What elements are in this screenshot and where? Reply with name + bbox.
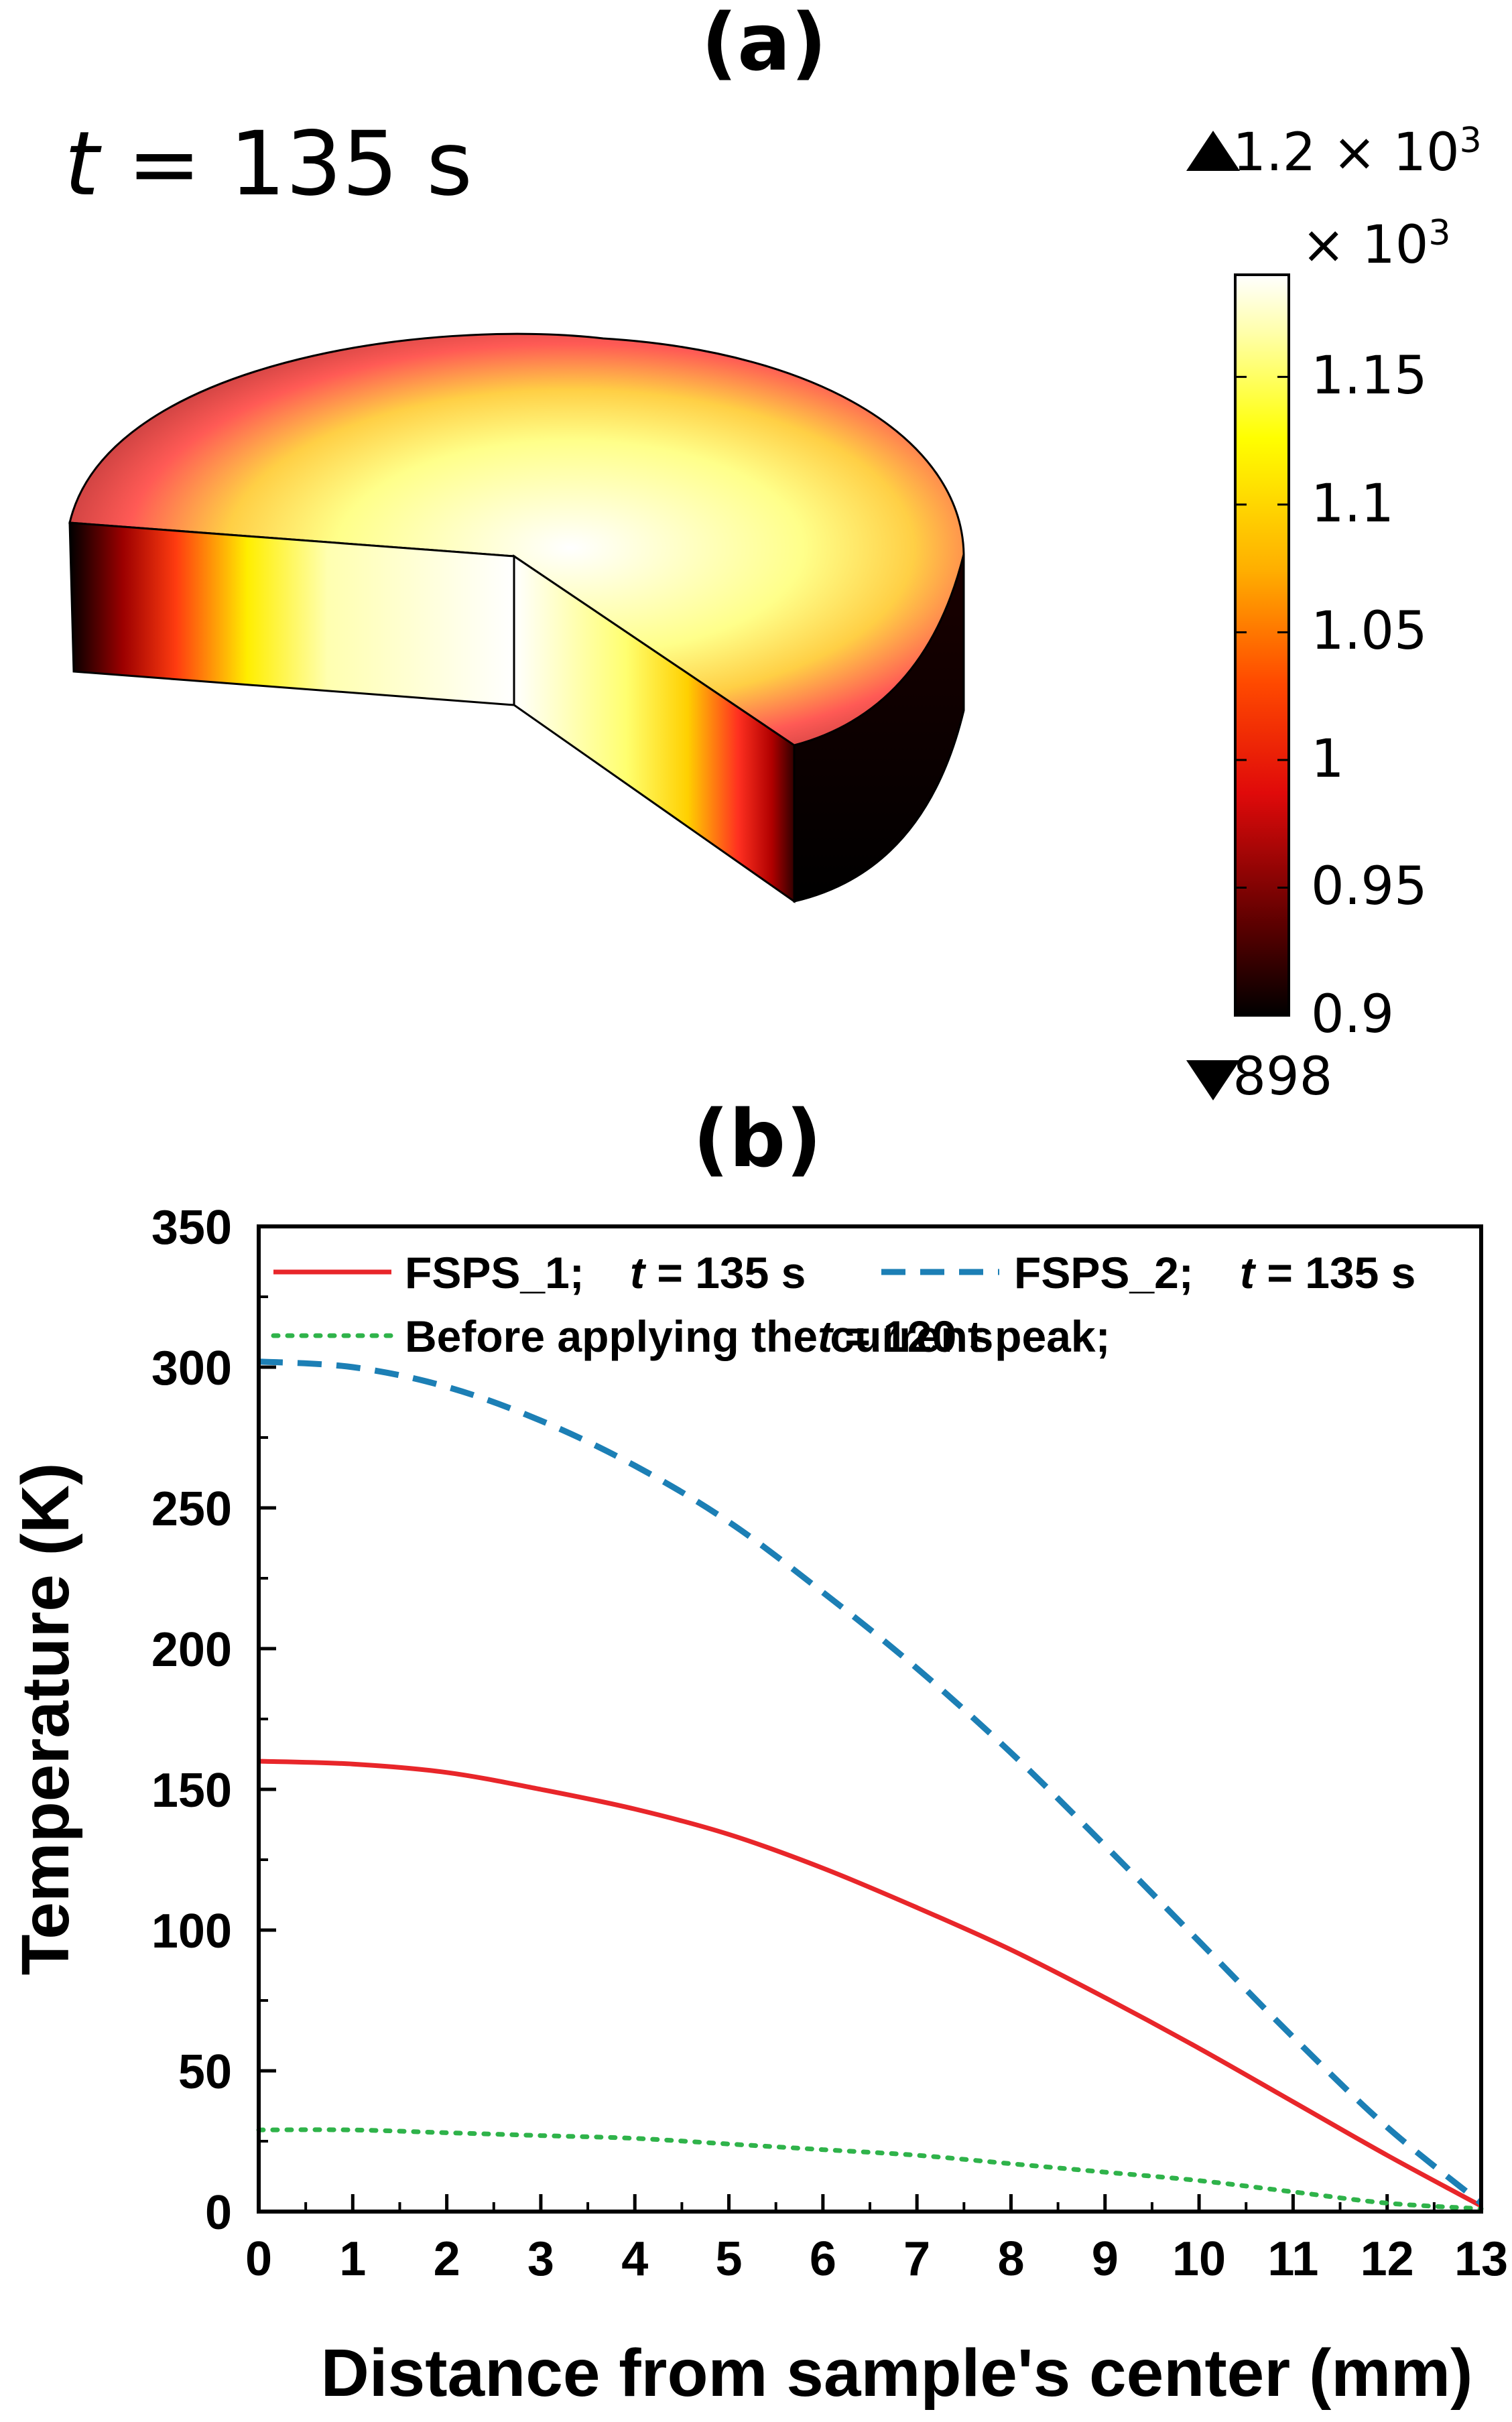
time-label-value: = 135 s: [99, 113, 472, 216]
colorbar-tick-label: 0.9: [1311, 984, 1395, 1045]
x-tick-label: 12: [1361, 2232, 1414, 2286]
x-tick-label: 0: [245, 2232, 272, 2286]
y-tick-label: 300: [151, 1342, 232, 1395]
y-tick-label: 250: [151, 1482, 232, 1536]
legend-entry-1: FSPS_1; t = 135 s: [405, 1248, 806, 1297]
chart-plot-frame: [257, 1224, 1483, 2214]
series-line-3: [256, 2127, 1484, 2212]
x-tick-label: 11: [1267, 2232, 1318, 2286]
chart-tick-labels: 0 1 2 3 4 5 6 7 8 9 10 11 12 13050100150200250300350D…: [8, 1201, 1508, 2411]
colorbar-multiplier-exponent: 3: [1428, 213, 1451, 253]
colorbar-multiplier-text: × 10: [1302, 215, 1429, 275]
disk-top-surface: [68, 332, 965, 747]
panel-b-title: (b): [692, 1092, 822, 1185]
y-tick-label: 0: [205, 2186, 232, 2240]
x-axis-label: Distance from sample's center (mm): [321, 2336, 1473, 2411]
legend-time-value: = 135 s: [1255, 1248, 1415, 1297]
y-axis-label: Temperature (K): [8, 1463, 83, 1976]
colorbar: [1186, 131, 1290, 1100]
chart-b: 0 1 2 3 4 5 6 7 8 9 10 11 12 13050100150200250300350D…: [8, 1201, 1508, 2411]
y-tick-label: 350: [151, 1201, 232, 1255]
colorbar-max-exponent: 3: [1459, 121, 1482, 161]
colorbar-tick-label: 1: [1311, 728, 1344, 789]
x-tick-label: 5: [716, 2232, 743, 2286]
legend-entry-2: FSPS_2; t = 135 s: [1014, 1248, 1415, 1297]
series-line-1: [258, 1759, 1483, 2208]
disk-cut-face-right: [513, 554, 796, 903]
colorbar-tick-label: 1.05: [1311, 601, 1428, 662]
legend-series-name: Before applying the current peak;: [405, 1312, 1111, 1361]
y-tick-label: 50: [178, 2045, 232, 2099]
panel-a-title: (a): [701, 0, 827, 88]
x-tick-label: 8: [997, 2232, 1024, 2286]
x-tick-label: 9: [1092, 2232, 1119, 2286]
x-tick-label: 7: [903, 2232, 930, 2286]
colorbar-gradient: [1234, 273, 1290, 1017]
chart-series-group: [256, 1358, 1484, 2212]
colorbar-max-value: 1.2 × 10: [1233, 123, 1460, 183]
x-tick-label: 2: [434, 2232, 460, 2286]
legend-series-name: FSPS_1;: [405, 1248, 584, 1297]
time-label: t = 135 s: [64, 113, 472, 216]
time-label-var: t: [64, 113, 99, 216]
colorbar-max-triangle-icon: [1186, 131, 1240, 171]
legend-time-var: t: [630, 1248, 647, 1297]
series-line-2: [258, 1358, 1483, 2206]
x-tick-label: 13: [1454, 2232, 1508, 2286]
legend-series-name: FSPS_2;: [1014, 1248, 1194, 1297]
colorbar-tick-label: 0.95: [1311, 856, 1428, 917]
colorbar-min-label: 898: [1183, 1047, 1332, 1107]
y-tick-label: 200: [151, 1623, 232, 1677]
colorbar-multiplier: × 103: [1302, 213, 1451, 275]
legend-time-value: = 120 s: [832, 1312, 993, 1361]
colorbar-max-label: 1.2 × 103: [1183, 121, 1482, 183]
x-tick-label: 3: [527, 2232, 554, 2286]
disk-3d-render: [68, 332, 965, 903]
legend-entry-3: Before applying the current peak;t = 120…: [405, 1312, 1111, 1361]
colorbar-tick-label: 1.15: [1311, 346, 1428, 407]
colorbar-min-triangle-icon: [1186, 1060, 1240, 1100]
x-tick-label: 1: [339, 2232, 366, 2286]
legend-time-var: t: [1240, 1248, 1257, 1297]
y-tick-label: 150: [151, 1764, 232, 1818]
colorbar-min-value: 898: [1233, 1047, 1333, 1107]
chart-axis-ticks: [257, 1224, 1483, 2214]
x-tick-label: 4: [621, 2232, 648, 2286]
x-tick-label: 10: [1172, 2232, 1226, 2286]
x-tick-label: 6: [810, 2232, 836, 2286]
colorbar-tick-label: 1.1: [1311, 473, 1395, 534]
colorbar-ticks: [1235, 375, 1289, 1017]
legend-time-value: = 135 s: [645, 1248, 806, 1297]
legend-time-var: t: [818, 1312, 834, 1361]
y-tick-label: 100: [151, 1905, 232, 1958]
